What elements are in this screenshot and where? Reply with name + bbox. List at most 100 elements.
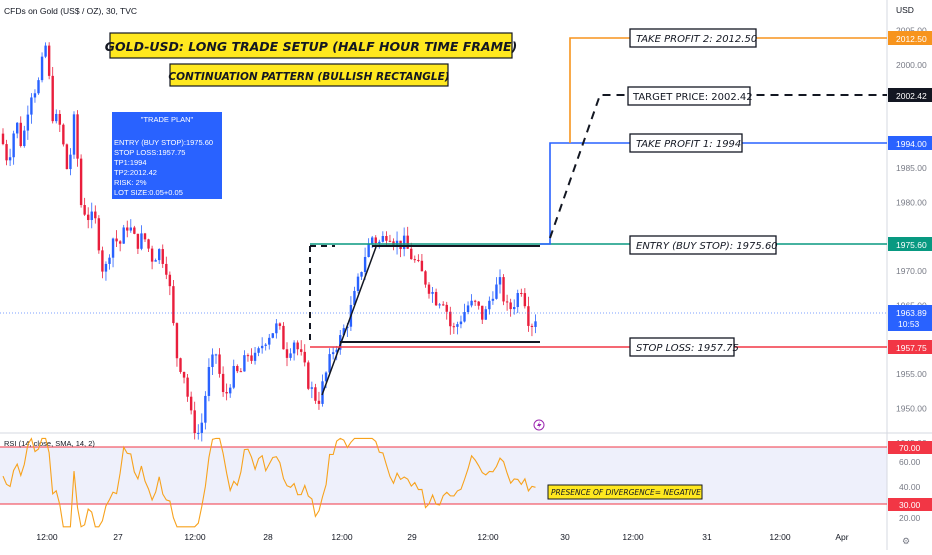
candle-up	[328, 354, 331, 373]
settings-icon[interactable]: ⚙	[902, 536, 910, 546]
price-tick-label: 2000.00	[896, 60, 927, 70]
tp2-price-tag: 2012.50	[888, 31, 932, 45]
candle-down	[307, 362, 310, 389]
time-tick-label: Apr	[835, 532, 848, 542]
candle-down	[161, 249, 164, 264]
tp1-path	[540, 142, 887, 245]
last-price-tag: 1963.89 10:53	[888, 305, 932, 331]
candle-up	[30, 97, 33, 115]
stop-tag-text: 1957.75	[896, 343, 927, 353]
entry-price-tag: 1975.60	[888, 237, 932, 251]
candle-up	[253, 352, 257, 361]
rsi-tick: 20.00	[899, 513, 921, 523]
candle-up	[40, 56, 44, 81]
candle-up	[104, 263, 108, 272]
subtitle-text: CONTINUATION PATTERN (BULLISH RECTANGLE)	[168, 71, 449, 83]
time-tick-label: 27	[113, 532, 123, 542]
candle-down	[150, 248, 154, 262]
candle-down	[182, 371, 186, 378]
time-tick-label: 29	[407, 532, 417, 542]
candle-down	[385, 235, 388, 241]
candle-down	[449, 311, 452, 327]
candle-up	[37, 80, 40, 94]
candle-up	[26, 114, 30, 131]
candle-down	[115, 238, 118, 242]
candle-down	[477, 301, 480, 306]
candle-up	[488, 300, 491, 310]
candle-down	[434, 292, 438, 306]
candle-up	[111, 238, 115, 258]
candle-down	[399, 240, 402, 250]
candle-up	[122, 227, 125, 244]
candle-up	[438, 304, 441, 306]
candle-down	[189, 396, 193, 411]
target-label-box: TARGET PRICE: 2002.42	[627, 86, 753, 106]
candle-up	[69, 154, 72, 170]
trade-plan-line: STOP LOSS:1957.75	[114, 148, 185, 157]
title-box: GOLD-USD: LONG TRADE SETUP (HALF HOUR TI…	[105, 32, 517, 59]
candle-up	[257, 348, 260, 353]
candle-down	[218, 354, 221, 374]
candle-up	[204, 395, 207, 423]
candle-up	[342, 328, 345, 336]
trade-plan-box: "TRADE PLAN" ENTRY (BUY STOP):1975.60 ST…	[112, 112, 222, 199]
candle-up	[466, 305, 470, 313]
subtitle-box: CONTINUATION PATTERN (BULLISH RECTANGLE)	[168, 63, 450, 87]
tp2-label: TAKE PROFIT 2: 2012.50	[636, 34, 757, 45]
candle-down	[101, 250, 104, 272]
candle-up	[44, 45, 47, 57]
candle-down	[143, 233, 147, 240]
candle-down	[388, 240, 392, 242]
rsi-70-tag: 70.00	[888, 441, 932, 454]
candle-down	[314, 387, 317, 401]
candle-down	[502, 277, 505, 302]
lightning-icon[interactable]	[533, 419, 545, 431]
candle-down	[168, 274, 172, 287]
candle-down	[420, 260, 424, 272]
candle-up	[23, 130, 26, 147]
candle-up	[431, 292, 434, 294]
candle-down	[1, 133, 5, 145]
entry-tag-text: 1975.60	[896, 240, 927, 250]
candle-up	[513, 307, 516, 310]
candle-down	[47, 45, 51, 76]
candle-down	[175, 323, 179, 359]
candle-down	[523, 293, 527, 307]
candle-up	[292, 342, 296, 354]
candle-up	[310, 387, 314, 389]
candle-up	[90, 211, 93, 221]
candle-up	[289, 353, 292, 358]
entry-label: ENTRY (BUY STOP): 1975.60	[636, 241, 778, 252]
rsi-tick: 40.00	[899, 482, 921, 492]
candle-down	[239, 371, 243, 373]
trade-plan-line: LOT SIZE:0.05+0.05	[114, 188, 183, 197]
rsi-tick: 60.00	[899, 457, 921, 467]
time-tick-label: 12:00	[36, 532, 58, 542]
candle-up	[33, 93, 37, 98]
divergence-box: PRESENCE OF DIVERGENCE= NEGATIVE	[547, 484, 703, 500]
candle-up	[243, 355, 246, 372]
candle-down	[79, 158, 83, 206]
candle-down	[165, 263, 168, 275]
candle-down	[413, 259, 416, 261]
candle-down	[19, 122, 22, 147]
candle-down	[509, 302, 512, 310]
candle-down	[221, 373, 225, 393]
candle-up	[264, 344, 267, 346]
candle-up	[456, 324, 459, 327]
rsi-30-tag-text: 30.00	[899, 500, 921, 510]
candle-up	[371, 237, 374, 244]
price-tick-label: 2010.00	[896, 0, 927, 1]
candle-up	[268, 337, 271, 345]
candle-up	[207, 367, 211, 396]
candle-up	[367, 243, 370, 257]
candle-up	[229, 387, 232, 394]
price-tick-label: 1980.00	[896, 197, 927, 207]
stop-label-box: STOP LOSS: 1957.75	[629, 337, 739, 357]
svg-text:⚙: ⚙	[902, 536, 910, 546]
candle-up	[381, 235, 385, 242]
candle-down	[147, 239, 150, 249]
candle-down	[76, 114, 79, 159]
candle-up	[459, 321, 463, 325]
